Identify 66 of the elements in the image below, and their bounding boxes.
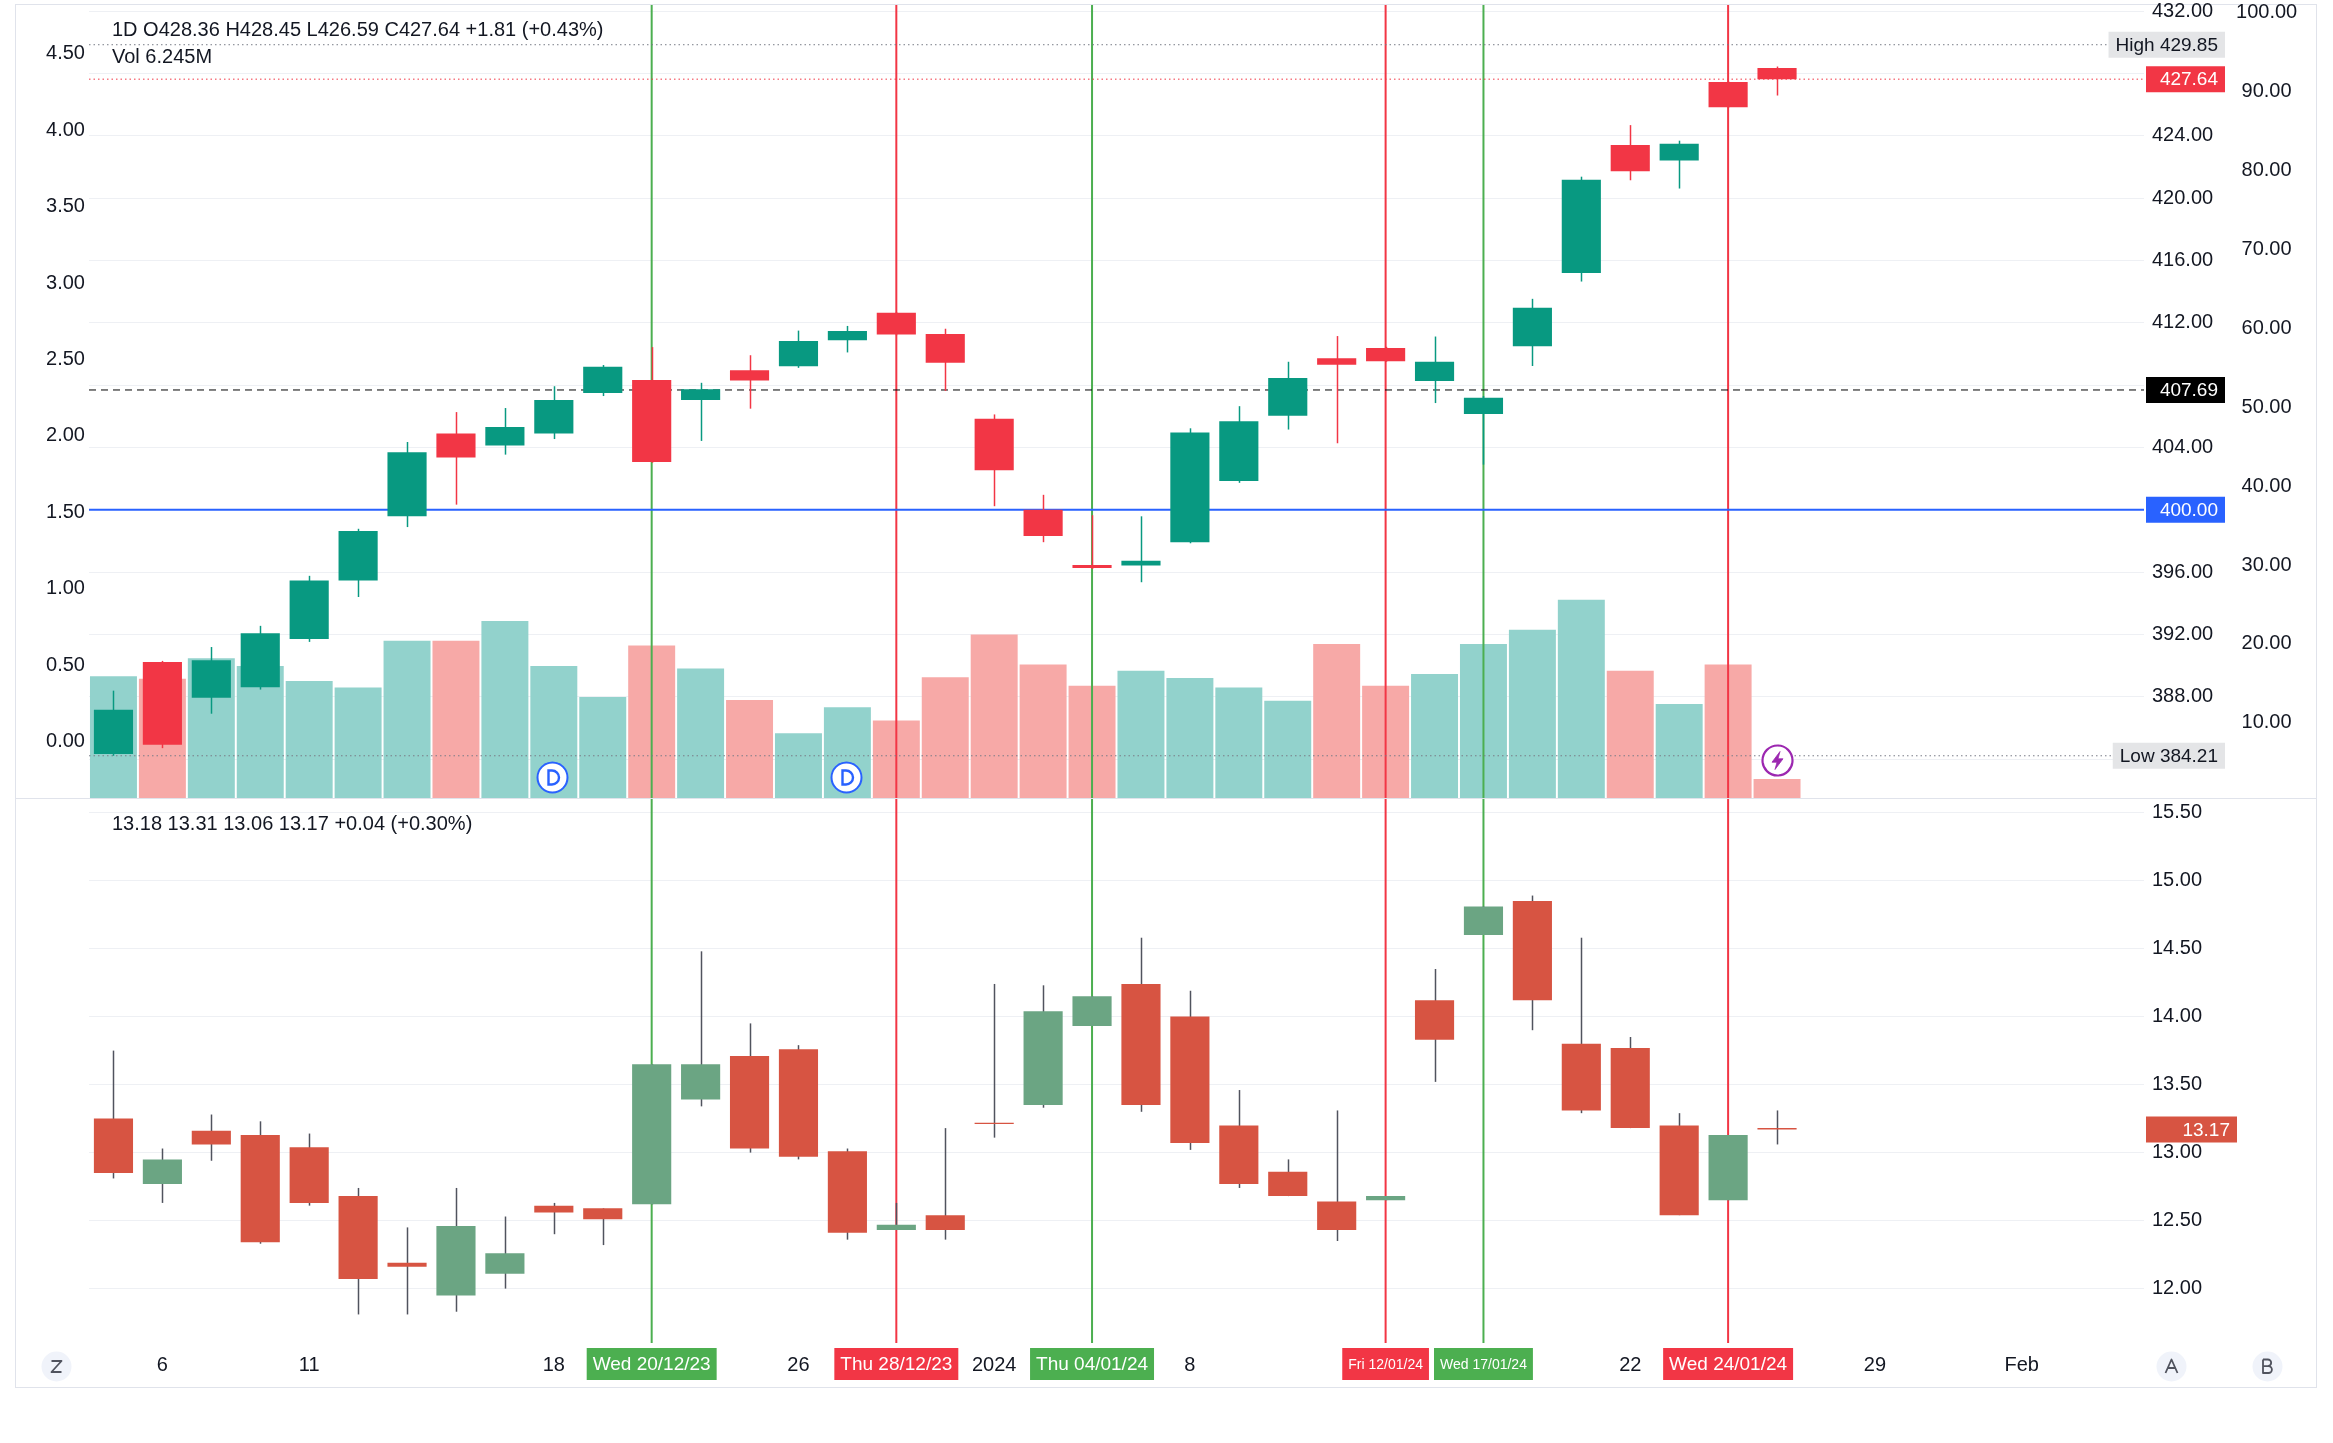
x-tick-label: Wed 17/01/24 [1440, 1355, 1528, 1372]
y-tick-label: 15.00 [2152, 868, 2203, 891]
x-tick-label: Wed 20/12/23 [592, 1353, 711, 1375]
y3-tick-label: 100.00 [2236, 0, 2298, 22]
y-tick-label: 13.00 [2152, 1140, 2203, 1163]
y-tick-label: 4.00 [46, 117, 85, 140]
y2-tick-label: 424.00 [2152, 123, 2214, 146]
ref-line-label: 400.00 [2159, 499, 2218, 521]
x-tick-label: 11 [298, 1352, 320, 1375]
y3-tick-label: 40.00 [2241, 473, 2292, 496]
y2-tick-label: 420.00 [2152, 185, 2214, 208]
y2-tick-label: 396.00 [2152, 559, 2214, 582]
x-tick-label: Thu 04/01/24 [1036, 1353, 1149, 1375]
ref-line-label: 427.64 [2159, 68, 2219, 90]
y3-tick-label: 30.00 [2241, 552, 2292, 575]
x-tick-label: 2024 [971, 1352, 1017, 1375]
y3-tick-label: 70.00 [2241, 236, 2292, 259]
x-tick-label: Feb [2004, 1352, 2039, 1375]
x-tick-label: 18 [542, 1352, 565, 1375]
y2-tick-label: 404.00 [2152, 434, 2214, 457]
y2-tick-label: 388.00 [2152, 684, 2214, 707]
text: 13.18 13.31 13.06 13.17 +0.04 (+0.30%) [112, 811, 473, 834]
text: 13.17 [2182, 1118, 2230, 1140]
x-tick-label: 29 [1863, 1352, 1887, 1375]
y-tick-label: 3.50 [46, 194, 85, 217]
y-tick-label: 1.50 [46, 499, 85, 522]
x-tick-label: Fri 12/01/24 [1348, 1355, 1424, 1372]
text: 1D O428.36 H428.45 L426.59 C427.64 +1.81 (+0.43%) [112, 17, 604, 40]
x-tick-label: 6 [156, 1352, 168, 1375]
x-tick-label: Thu 28/12/23 [840, 1353, 953, 1375]
y-tick-label: 14.50 [2152, 936, 2203, 959]
y3-tick-label: 50.00 [2241, 394, 2292, 417]
y-tick-label: 0.50 [46, 652, 85, 675]
y3-tick-label: 90.00 [2241, 78, 2292, 101]
y-tick-label: 12.50 [2152, 1208, 2203, 1231]
y2-tick-label: 412.00 [2152, 310, 2214, 333]
y3-tick-label: 20.00 [2241, 631, 2292, 654]
y2-tick-label: 432.00 [2152, 0, 2214, 21]
y-tick-label: 0.00 [46, 728, 85, 751]
x-tick-label: 8 [1184, 1352, 1196, 1375]
y-tick-label: 3.00 [46, 270, 85, 293]
candlestick [1121, 515, 1161, 583]
candlestick [1317, 335, 1357, 444]
x-tick-label: 22 [1619, 1352, 1642, 1375]
candlestick [387, 1226, 427, 1316]
y3-tick-label: 80.00 [2241, 157, 2292, 180]
candlestick [1072, 514, 1112, 570]
y2-tick-label: 416.00 [2152, 248, 2214, 271]
candlestick [925, 1127, 965, 1241]
y3-tick-label: 60.00 [2241, 315, 2292, 338]
y3-tick-label: 10.00 [2241, 710, 2292, 733]
y-tick-label: 1.00 [46, 576, 85, 599]
y-tick-label: 15.50 [2152, 800, 2203, 823]
y-tick-label: 14.00 [2152, 1004, 2203, 1027]
y-tick-label: 2.00 [46, 423, 85, 446]
ref-line-label: 407.69 [2159, 379, 2218, 401]
text: Vol 6.245M [112, 44, 213, 67]
x-tick-label: Wed 24/01/24 [1669, 1353, 1788, 1375]
y-tick-label: 12.00 [2152, 1276, 2203, 1299]
ref-line-label: Low 384.21 [2119, 745, 2218, 767]
y-tick-label: 13.50 [2152, 1072, 2203, 1095]
y2-tick-label: 392.00 [2152, 621, 2214, 644]
y-tick-label: 4.50 [46, 41, 85, 64]
x-tick-label: 26 [787, 1352, 810, 1375]
y-tick-label: 2.50 [46, 347, 85, 369]
ref-line-label: High 429.85 [2115, 33, 2218, 55]
